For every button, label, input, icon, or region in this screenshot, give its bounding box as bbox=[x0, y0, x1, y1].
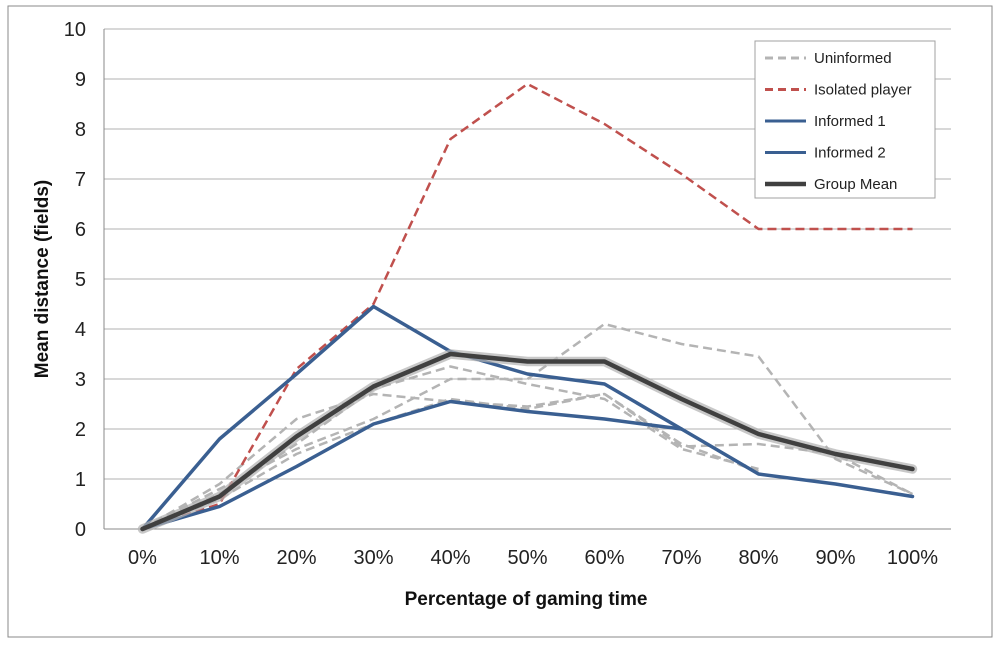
x-tick-label: 40% bbox=[430, 547, 470, 569]
y-tick-label: 8 bbox=[75, 119, 86, 141]
y-tick-label: 7 bbox=[75, 169, 86, 191]
y-tick-labels: 0 1 2 3 4 5 6 7 8 9 10 bbox=[64, 19, 86, 541]
data-series bbox=[137, 82, 918, 534]
x-axis-title: Percentage of gaming time bbox=[405, 589, 648, 610]
x-tick-label: 100% bbox=[887, 547, 938, 569]
x-tick-label: 60% bbox=[584, 547, 624, 569]
legend-label: Isolated player bbox=[814, 82, 912, 99]
y-tick-label: 1 bbox=[75, 469, 86, 491]
series-informed-1-line-5 bbox=[140, 304, 684, 531]
x-tick-label: 80% bbox=[738, 547, 778, 569]
x-tick-label: 0% bbox=[128, 547, 157, 569]
legend-label: Informed 1 bbox=[814, 113, 886, 130]
y-axis-title: Mean distance (fields) bbox=[32, 180, 53, 379]
y-tick-label: 6 bbox=[75, 219, 86, 241]
legend-label: Uninformed bbox=[814, 50, 892, 67]
x-tick-label: 90% bbox=[815, 547, 855, 569]
x-tick-label: 10% bbox=[199, 547, 239, 569]
series-uninformed-line-0 bbox=[141, 392, 914, 531]
y-tick-label: 2 bbox=[75, 419, 86, 441]
axes bbox=[103, 29, 951, 530]
legend-label: Group Mean bbox=[814, 176, 897, 193]
y-tick-label: 9 bbox=[75, 69, 86, 91]
x-tick-label: 20% bbox=[276, 547, 316, 569]
x-tick-label: 30% bbox=[353, 547, 393, 569]
legend: Uninformed Isolated player Informed 1 Infor… bbox=[754, 40, 936, 199]
y-tick-label: 4 bbox=[75, 319, 86, 341]
y-tick-label: 3 bbox=[75, 369, 86, 391]
series-informed-2-line-6 bbox=[140, 399, 915, 531]
x-tick-label: 70% bbox=[661, 547, 701, 569]
y-tick-label: 0 bbox=[75, 519, 86, 541]
y-tick-label: 5 bbox=[75, 269, 86, 291]
x-tick-label: 50% bbox=[507, 547, 547, 569]
y-tick-label: 10 bbox=[64, 19, 86, 41]
series-group-mean-line-7 bbox=[140, 351, 915, 532]
x-tick-labels: 0% 10% 20% 30% 40% 50% 60% 70% 80% 90% 100% bbox=[128, 547, 938, 569]
series-isolated-player-line-4 bbox=[142, 82, 913, 531]
legend-label: Informed 2 bbox=[814, 145, 886, 162]
